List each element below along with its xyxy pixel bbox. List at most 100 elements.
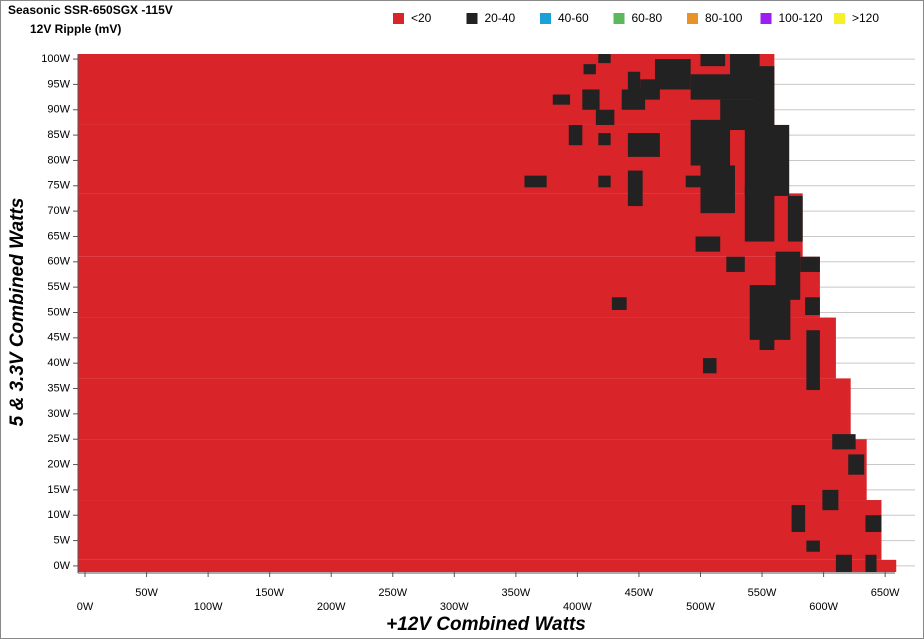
cell (726, 256, 745, 272)
cell (848, 454, 865, 475)
x-tick-label: 600W (809, 601, 838, 613)
y-tick-label: 75W (47, 180, 70, 192)
legend-label: 60-80 (632, 11, 663, 25)
cell (78, 378, 851, 440)
cell (595, 109, 615, 125)
cell (700, 165, 735, 214)
y-tick-label: 25W (47, 433, 70, 445)
x-axis-label: +12V Combined Watts (386, 614, 586, 635)
cell (695, 236, 721, 252)
x-tick-label: 0W (77, 601, 94, 613)
y-tick-label: 80W (47, 154, 70, 166)
cell (78, 124, 790, 194)
legend-swatch (834, 13, 845, 24)
cell (654, 59, 691, 90)
plot-area (78, 54, 897, 572)
y-tick-label: 10W (47, 509, 70, 521)
x-tick-label: 200W (317, 601, 346, 613)
cell (78, 256, 820, 318)
cell (598, 133, 611, 146)
cell (627, 170, 643, 207)
cell (582, 89, 600, 110)
x-tick-label: 300W (440, 601, 469, 613)
cell (78, 500, 882, 560)
y-tick-label: 90W (47, 104, 70, 116)
y-tick-label: 0W (54, 560, 71, 572)
legend: <20 20-40 40-60 60-80 80-100 100-120 >120 (393, 11, 879, 25)
cell (835, 554, 852, 572)
cell (832, 434, 856, 450)
cell (865, 515, 882, 532)
x-tick-label: 500W (686, 601, 715, 613)
cell (702, 358, 717, 374)
cell (621, 89, 646, 110)
chart-subtitle: 12V Ripple (mV) (30, 22, 121, 36)
cell (690, 119, 731, 166)
cell (78, 193, 803, 257)
cell (787, 195, 803, 242)
cell (598, 54, 611, 64)
y-tick-label: 40W (47, 357, 70, 369)
y-tick-label: 60W (47, 256, 70, 268)
cell (791, 505, 806, 532)
legend-swatch (540, 13, 551, 24)
x-tick-label: 100W (194, 601, 223, 613)
cell (806, 540, 820, 552)
x-tick-label: 250W (378, 587, 407, 599)
x-tick-label: 50W (135, 587, 158, 599)
cell (627, 71, 641, 90)
cell (685, 175, 706, 188)
cell (524, 175, 547, 188)
cell (822, 489, 839, 511)
y-tick-label: 15W (47, 484, 70, 496)
cell (583, 64, 596, 75)
cell (78, 439, 867, 501)
chart-title: Seasonic SSR-650SGX -115V (8, 3, 173, 17)
x-tick-label: 400W (563, 601, 592, 613)
cell (627, 133, 660, 157)
legend-label: 40-60 (558, 11, 589, 25)
cell (806, 330, 820, 391)
y-tick-label: 65W (47, 230, 70, 242)
legend-label: 100-120 (779, 11, 823, 25)
y-tick-label: 35W (47, 382, 70, 394)
x-tick-label: 550W (748, 587, 777, 599)
y-tick-label: 45W (47, 332, 70, 344)
cell (700, 54, 726, 67)
cell (800, 256, 820, 272)
cell (744, 124, 790, 196)
cell (744, 185, 775, 242)
legend-label: >120 (852, 11, 879, 25)
x-tick-label: 650W (871, 587, 900, 599)
x-tick-label: 350W (501, 587, 530, 599)
legend-label: 80-100 (705, 11, 743, 25)
y-tick-label: 55W (47, 281, 70, 293)
cell (759, 330, 775, 350)
legend-swatch (393, 13, 404, 24)
cell (865, 554, 877, 572)
y-tick-label: 50W (47, 306, 70, 318)
y-tick-label: 70W (47, 205, 70, 217)
y-tick-label: 95W (47, 78, 70, 90)
cell (568, 124, 583, 146)
x-tick-label: 450W (625, 587, 654, 599)
y-tick-label: 5W (54, 534, 71, 546)
cell (598, 175, 611, 188)
legend-swatch (687, 13, 698, 24)
legend-swatch (613, 13, 625, 24)
x-tick-label: 150W (255, 587, 284, 599)
cell (552, 94, 571, 105)
cell (78, 317, 836, 379)
legend-label: 20-40 (485, 11, 516, 25)
cell (78, 559, 897, 572)
y-tick-label: 100W (41, 53, 70, 65)
y-tick-label: 30W (47, 408, 70, 420)
y-tick-label: 20W (47, 458, 70, 470)
y-axis-label: 5 & 3.3V Combined Watts (7, 198, 28, 427)
axes: 0W 5W 10W 15W 20W 25W 30W 35W 40W 45W 50W 55W 60W 65W… (41, 53, 900, 613)
cell (611, 297, 627, 310)
legend-label: <20 (411, 11, 432, 25)
y-tick-label: 85W (47, 129, 70, 141)
legend-swatch (466, 13, 478, 24)
